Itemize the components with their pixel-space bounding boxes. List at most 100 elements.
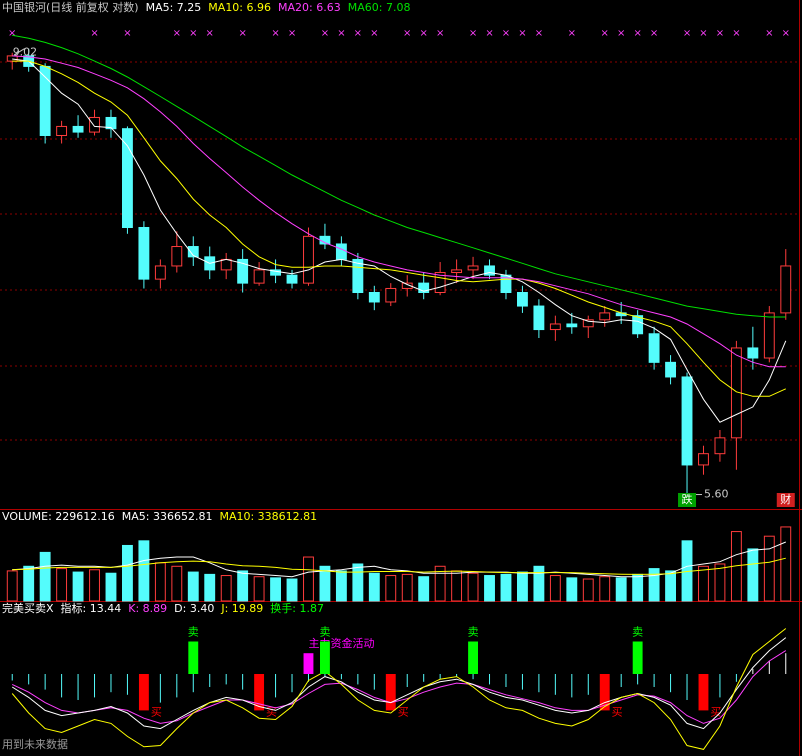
signal-marker: × (601, 28, 609, 39)
signal-marker: × (189, 28, 197, 39)
candle-body (599, 312, 611, 321)
badge-label: 跌 (682, 492, 693, 506)
signal-marker: × (173, 28, 181, 39)
sell-signal (188, 641, 199, 674)
low-label: 5.60 (704, 488, 729, 501)
chart-title: 中国银河(日线 前复权 对数) (2, 0, 139, 14)
volume-bar (648, 568, 660, 602)
ma-line (12, 557, 786, 575)
volume-bar (615, 577, 627, 602)
signal-marker: × (732, 28, 740, 39)
panel-title: 完美买卖X (2, 601, 54, 615)
volume-bar (187, 571, 199, 602)
candle-body (72, 125, 84, 133)
volume-bar (698, 565, 709, 602)
candle-body (665, 361, 676, 378)
candle-body (286, 274, 298, 284)
candle-body (253, 269, 265, 284)
buy-signal (599, 674, 610, 711)
signal-marker: × (436, 28, 444, 39)
signal-marker: × (238, 28, 246, 39)
volume-bar (220, 575, 232, 602)
candle-body (418, 282, 430, 293)
indicator-line (11, 628, 787, 750)
candle-body (352, 258, 364, 293)
volume-bar (385, 575, 397, 602)
legend-entry: MA10: 338612.81 (219, 510, 317, 523)
volume-bar (780, 526, 792, 602)
candle-body (698, 453, 709, 466)
signal-marker: × (354, 28, 362, 39)
candle-body (187, 246, 199, 258)
signal-marker: × (90, 28, 98, 39)
candle-body (549, 323, 561, 331)
candle-body (171, 246, 183, 267)
signal-marker: × (337, 28, 345, 39)
signal-marker: × (765, 28, 773, 39)
signal-marker: × (502, 28, 510, 39)
volume-bar (270, 577, 281, 602)
volume-bar (39, 551, 51, 602)
candle-body (237, 258, 249, 284)
legend-entry: 换手: 1.87 (270, 601, 324, 615)
candle-body (517, 291, 528, 307)
volume-bar (747, 548, 759, 602)
fund-signal-label: 主力资金活动 (308, 636, 374, 650)
badge (678, 493, 697, 507)
signal-marker: × (321, 28, 329, 39)
candle-body (747, 347, 759, 359)
signal-marker: × (469, 28, 477, 39)
signal-marker: × (8, 28, 16, 39)
volume-bar (632, 573, 644, 602)
signal-marker: × (683, 28, 691, 39)
footnote: 用到未来数据 (2, 737, 68, 751)
volume-bar (122, 544, 133, 602)
signal-marker: × (370, 28, 378, 39)
volume-bar (171, 565, 183, 602)
fund-signal (303, 653, 314, 674)
volume-bar (286, 578, 298, 602)
signal-marker: × (288, 28, 296, 39)
ma-line (12, 58, 787, 423)
sell-signal-label: 卖 (319, 626, 330, 639)
candle-body (138, 227, 150, 280)
candle-body (566, 323, 578, 328)
signal-marker: × (535, 28, 543, 39)
buy-signal (138, 674, 149, 711)
legend-entry: K: 8.89 (128, 602, 167, 615)
candle-body (56, 125, 68, 136)
candle-body (220, 258, 232, 271)
sell-signal (468, 641, 478, 674)
volume-bar (434, 565, 446, 602)
badge-label: 财 (780, 492, 791, 506)
volume-bar (237, 570, 249, 602)
candle-body (434, 272, 446, 293)
candle-body (632, 315, 644, 335)
ma-line (12, 541, 786, 578)
candle-body (467, 265, 479, 271)
candle-body (648, 333, 660, 363)
volume-bar (467, 572, 479, 602)
volume-bar (566, 577, 578, 602)
volume-bar (582, 578, 594, 602)
candle-body (303, 235, 314, 284)
volume-bar (517, 571, 528, 602)
panel-title: VOLUME: 229612.16 (2, 510, 115, 523)
signal-marker: × (568, 28, 576, 39)
volume-bar (533, 565, 545, 602)
candle-body (385, 287, 397, 303)
legend-entry: MA10: 6.96 (208, 1, 271, 14)
buy-signal-label: 买 (398, 705, 409, 718)
legend-entry: MA5: 336652.81 (122, 510, 213, 523)
signal-marker: × (485, 28, 493, 39)
buy-signal (254, 674, 265, 711)
candle-body (105, 116, 117, 130)
volume-bar (253, 576, 265, 602)
legend-entry: MA5: 7.25 (146, 1, 202, 14)
sell-signal-label: 卖 (632, 626, 643, 639)
volume-bar (154, 562, 166, 602)
volume-bar (599, 576, 611, 602)
candle-body (533, 305, 545, 331)
